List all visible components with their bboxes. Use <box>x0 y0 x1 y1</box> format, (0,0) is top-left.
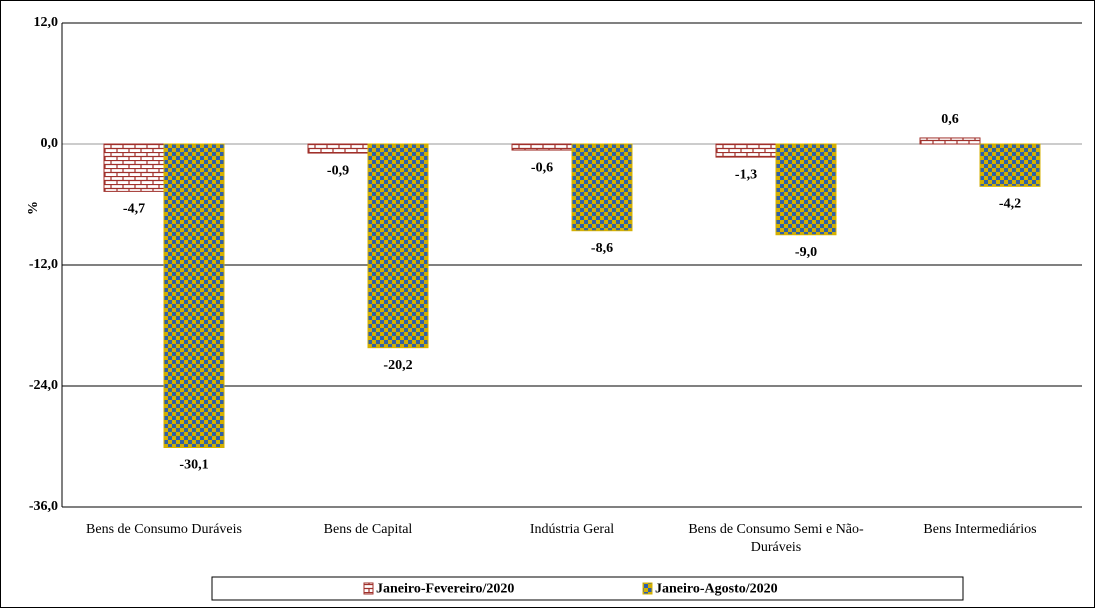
bar <box>715 143 777 158</box>
x-tick-label: Bens de Consumo Duráveis <box>86 522 242 537</box>
y-tick-label: 12,0 <box>34 15 59 30</box>
value-label: -0,9 <box>327 163 349 178</box>
bar <box>571 143 633 232</box>
legend-box <box>211 576 964 601</box>
x-tick-label: Bens Intermediários <box>923 522 1037 537</box>
legend-swatch <box>642 582 653 595</box>
value-label: -0,6 <box>531 160 553 175</box>
y-tick-label: -24,0 <box>29 378 58 393</box>
y-tick-label: 0,0 <box>41 136 59 151</box>
bar <box>103 143 165 192</box>
value-label: -20,2 <box>383 358 412 373</box>
x-tick-label: Bens de Consumo Semi e Não-Duráveis <box>688 522 864 555</box>
y-tick-label: -12,0 <box>29 257 58 272</box>
value-label: 0,6 <box>941 112 959 127</box>
x-tick-label: Bens de Capital <box>323 522 413 537</box>
bar <box>919 137 981 145</box>
value-label: -4,7 <box>123 202 145 217</box>
y-axis-label: % <box>26 201 41 215</box>
value-label: -8,6 <box>591 241 613 256</box>
bar <box>775 143 837 236</box>
bar <box>163 143 225 449</box>
value-label: -9,0 <box>795 245 817 260</box>
legend-swatch <box>363 582 374 595</box>
bar <box>367 143 429 349</box>
y-tick-label: -36,0 <box>29 499 58 514</box>
x-tick-label: Indústria Geral <box>529 522 615 537</box>
bar <box>979 143 1041 187</box>
value-label: -30,1 <box>179 458 208 473</box>
legend-label: Janeiro-Agosto/2020 <box>655 582 778 597</box>
value-label: -4,2 <box>999 197 1021 212</box>
legend-label: Janeiro-Fevereiro/2020 <box>376 582 514 597</box>
bar <box>511 143 573 151</box>
bar <box>307 143 369 154</box>
value-label: -1,3 <box>735 167 757 182</box>
